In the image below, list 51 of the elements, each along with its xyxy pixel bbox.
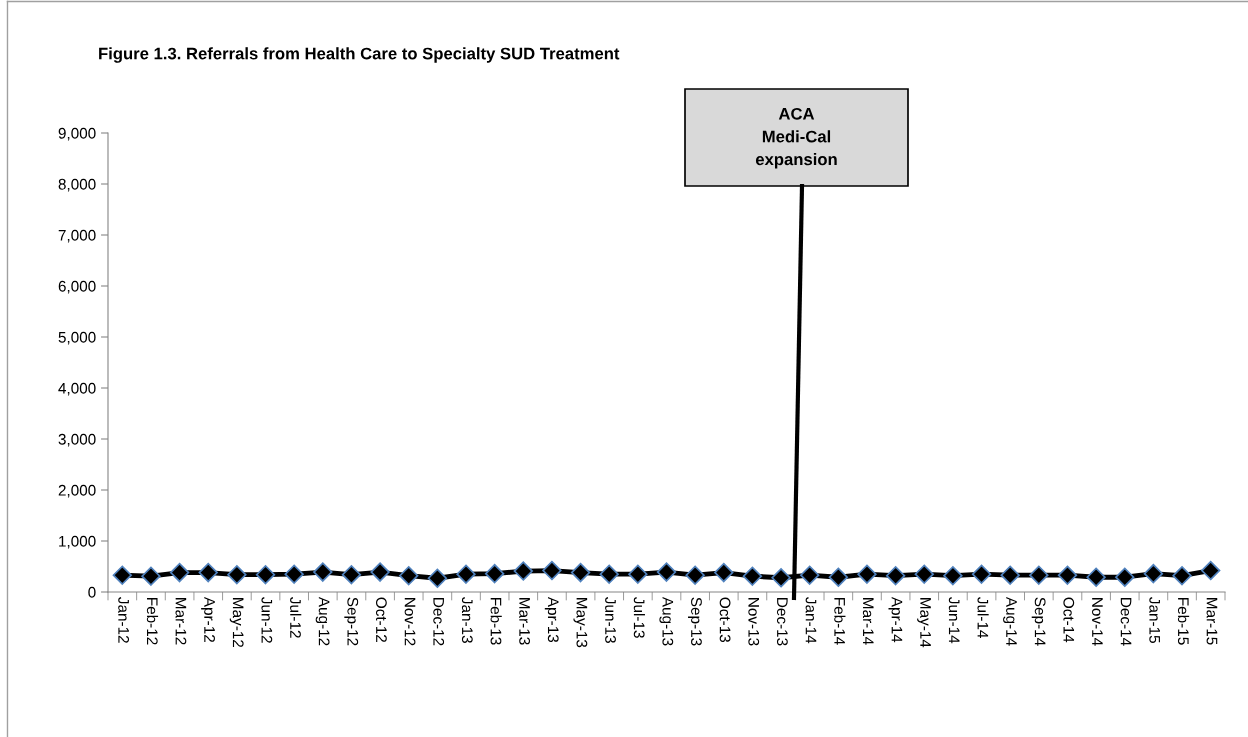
x-tick-label: Sep-14 bbox=[1031, 597, 1046, 646]
y-tick-label: 5,000 bbox=[58, 331, 96, 345]
x-tick-label: Mar-14 bbox=[862, 598, 874, 645]
y-tick-label: 0 bbox=[88, 586, 96, 598]
y-tick-label: 6,000 bbox=[58, 280, 96, 294]
y-tick-label: 4,000 bbox=[58, 382, 96, 396]
x-tick-label: Jan-15 bbox=[1149, 597, 1160, 643]
x-tick-label: Nov-13 bbox=[748, 598, 760, 646]
x-tick-label: Feb-13 bbox=[490, 598, 502, 645]
x-tick-label: Dec-12 bbox=[433, 598, 445, 646]
x-tick-label: Jul-13 bbox=[633, 597, 645, 638]
x-tick-label: Feb-15 bbox=[1177, 598, 1190, 645]
x-tick-label: Jul-12 bbox=[290, 597, 302, 638]
x-tick-label: Mar-15 bbox=[1206, 598, 1218, 645]
y-tick-label: 1,000 bbox=[59, 535, 96, 549]
x-tick-label: Nov-12 bbox=[404, 598, 416, 646]
x-tick-label: Oct-13 bbox=[719, 597, 731, 643]
x-tick-label: Jun-12 bbox=[261, 597, 273, 643]
x-tick-label: Jun-13 bbox=[605, 597, 616, 643]
x-tick-label: Jan-14 bbox=[805, 597, 817, 644]
x-tick-label: Sep-12 bbox=[344, 597, 359, 646]
y-tick-label: 8,000 bbox=[58, 178, 96, 192]
x-tick-label: Sep-13 bbox=[688, 597, 702, 646]
x-tick-label: Oct-12 bbox=[375, 597, 387, 642]
x-tick-label: Aug-14 bbox=[1003, 596, 1017, 646]
x-tick-label: Dec-14 bbox=[1120, 598, 1132, 646]
y-tick-label: 3,000 bbox=[58, 433, 96, 447]
x-tick-label: May-12 bbox=[229, 598, 244, 648]
x-tick-label: Jan-12 bbox=[118, 597, 130, 643]
x-tick-label: Feb-12 bbox=[146, 598, 159, 645]
y-tick-label: 9,000 bbox=[58, 127, 96, 141]
chart-title: Figure 1.3. Referrals from Health Care to Specialty SUD Treatment bbox=[99, 47, 620, 63]
x-tick-label: Mar-13 bbox=[519, 598, 531, 645]
y-tick-label: 7,000 bbox=[58, 229, 96, 243]
y-tick-label: 2,000 bbox=[58, 484, 96, 498]
x-tick-label: Nov-14 bbox=[1092, 598, 1103, 646]
annotation: ACA Medi-Cal expansion bbox=[755, 107, 837, 169]
x-tick-label: Mar-12 bbox=[175, 598, 187, 645]
x-tick-label: Aug-13 bbox=[659, 596, 674, 646]
x-tick-label: Jan-13 bbox=[461, 597, 473, 643]
x-tick-label: Feb-14 bbox=[834, 598, 846, 645]
x-tick-label: Dec-13 bbox=[776, 598, 788, 646]
x-tick-label: May-14 bbox=[917, 598, 931, 648]
x-tick-label: Jul-14 bbox=[977, 597, 989, 639]
x-tick-label: Apr-13 bbox=[544, 596, 559, 643]
x-tick-label: May-13 bbox=[573, 598, 588, 648]
x-tick-label: Apr-12 bbox=[201, 596, 215, 642]
x-tick-label: Apr-14 bbox=[888, 596, 903, 643]
x-tick-label: Jun-14 bbox=[948, 597, 960, 644]
x-tick-label: Oct-14 bbox=[1063, 597, 1075, 643]
x-tick-label: Aug-12 bbox=[315, 596, 330, 646]
